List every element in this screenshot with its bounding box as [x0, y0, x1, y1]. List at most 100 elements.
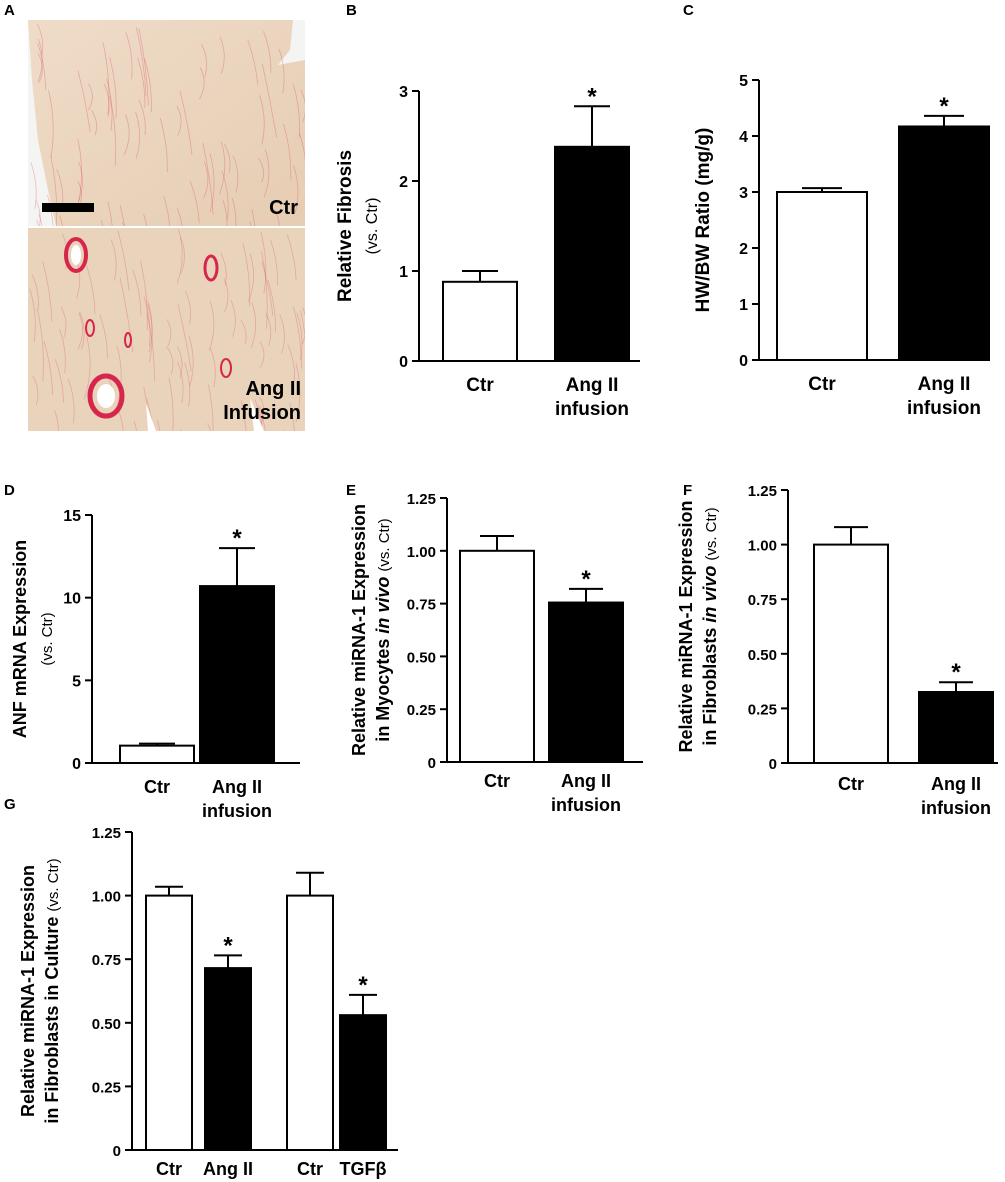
y-axis-title: Relative miRNA-1 Expression in Fibroblast…: [18, 858, 62, 1123]
collagen-streak: [30, 162, 37, 210]
collagen-streak: [83, 336, 91, 400]
y-tick-label: 0: [72, 756, 81, 773]
collagen-streak: [79, 311, 85, 350]
y-axis-title-line: Relative miRNA-1 Expression: [349, 504, 369, 756]
x-category-label: Ang II: [212, 777, 262, 797]
collagen-streak: [221, 170, 229, 220]
collagen-streak: [167, 348, 174, 375]
y-tick-label: 0: [769, 756, 777, 773]
collagen-streak: [119, 277, 134, 352]
y-axis-title-segment: Relative miRNA-1 Expression: [676, 500, 696, 752]
x-category-label: infusion: [202, 801, 272, 821]
collagen-streak: [163, 196, 171, 226]
collagen-streak: [179, 91, 193, 155]
y-tick-label: 0: [739, 353, 748, 370]
collagen-streak: [261, 260, 274, 316]
chart-f-mirna1-fibroblasts: 0 0.25 0.50 0.75 1.00 1.25 Ctr * Ang II infusion R…: [676, 483, 998, 818]
y-axis-title-segment: (vs. Ctr): [39, 612, 56, 665]
collagen-streak: [36, 308, 44, 382]
y-axis-title-segment: in Fibroblasts: [700, 623, 720, 746]
y-tick-label: 1.25: [748, 483, 777, 500]
collagen-streak: [287, 344, 295, 382]
y-tick-label: 1.25: [92, 825, 121, 842]
collagen-streak: [78, 161, 83, 202]
collagen-streak: [230, 300, 236, 337]
bar: [119, 744, 195, 765]
collagen-streak: [270, 239, 278, 286]
chart-g-mirna1-culture: 0 0.25 0.50 0.75 1.00 1.25 Ctr * Ang II Ctr * TGFβ R…: [18, 825, 398, 1179]
collagen-streak: [202, 142, 214, 215]
collagen-streak: [54, 410, 59, 431]
y-tick-label: 3: [399, 84, 408, 101]
collagen-streak: [209, 153, 215, 213]
x-category-label: Ang II: [931, 774, 981, 794]
collagen-streak: [295, 363, 301, 423]
y-axis-title-segment: in Myocytes: [373, 634, 393, 742]
collagen-streak: [138, 28, 149, 106]
y-tick-label: 1.00: [748, 538, 777, 555]
collagen-streak: [107, 201, 113, 226]
y-axis-title-line: Relative miRNA-1 Expression: [676, 500, 696, 752]
collagen-streak: [260, 232, 267, 294]
y-axis-title: Relative miRNA-1 Expression in Myocytes i…: [349, 504, 393, 756]
collagen-streak: [37, 38, 43, 83]
panel-label-a: A: [4, 2, 15, 19]
collagen-streak: [133, 420, 137, 431]
y-axis-title-segment: (vs. Ctr): [703, 507, 720, 560]
collagen-streak: [251, 209, 256, 226]
collagen-streak: [143, 213, 148, 226]
collagen-streak: [109, 57, 117, 119]
vessel-fibrosis-6: [220, 358, 232, 378]
y-tick-label: 2: [739, 241, 748, 258]
y-tick-label: 15: [63, 508, 81, 525]
y-axis-title-line: (vs. Ctr): [39, 612, 56, 665]
y-axis-title-line: in Myocytes in vivo (vs. Ctr): [373, 518, 393, 741]
collagen-streak: [203, 161, 209, 199]
collagen-streak: [286, 234, 297, 281]
collagen-streak: [298, 133, 305, 179]
x-category-label: infusion: [921, 798, 991, 818]
collagen-streak: [43, 340, 53, 395]
collagen-streak: [177, 361, 184, 404]
collagen-streak: [135, 111, 141, 159]
collagen-streak: [188, 336, 194, 387]
x-category-label: infusion: [555, 399, 629, 420]
y-axis-title-segment: (vs. Ctr): [45, 858, 62, 911]
y-tick-label: 5: [72, 673, 81, 690]
bar: [554, 145, 630, 362]
collagen-streak: [88, 83, 93, 111]
bar: [918, 691, 994, 765]
collagen-streak: [300, 89, 305, 123]
collagen-streak: [176, 208, 183, 226]
collagen-streak: [60, 307, 67, 338]
bar: [776, 191, 868, 361]
significance-asterisk: *: [587, 83, 597, 110]
collagen-streak: [262, 64, 277, 138]
bar: [898, 125, 990, 362]
collagen-streak: [157, 420, 161, 431]
y-tick-label: 0.50: [748, 647, 777, 664]
bar: [813, 543, 889, 764]
collagen-streak: [293, 306, 303, 369]
histology-image-ang-ii: [28, 228, 305, 431]
y-tick-label: 0.25: [92, 1079, 121, 1096]
collagen-streak: [147, 304, 153, 363]
panel-label-f: F: [683, 482, 693, 499]
collagen-streak: [110, 239, 117, 281]
collagen-streak: [273, 209, 280, 226]
y-axis-title-line: in Fibroblasts in Culture (vs. Ctr): [42, 858, 62, 1123]
collagen-streak: [47, 194, 54, 226]
collagen-streak: [106, 78, 113, 132]
histology-label-ang-ii-line1: Ang II: [245, 378, 301, 400]
collagen-streak: [59, 329, 66, 373]
x-category-label: infusion: [551, 795, 621, 815]
collagen-streak: [37, 52, 43, 83]
collagen-streak: [144, 58, 152, 113]
y-tick-label: 1.00: [92, 889, 121, 906]
collagen-streak: [209, 347, 216, 387]
y-tick-label: 0.50: [92, 1016, 121, 1033]
y-tick-label: 3: [739, 185, 748, 202]
vessel-lumen-1: [71, 245, 81, 265]
collagen-streak: [137, 57, 146, 108]
x-category-label: Ctr: [297, 1159, 323, 1179]
